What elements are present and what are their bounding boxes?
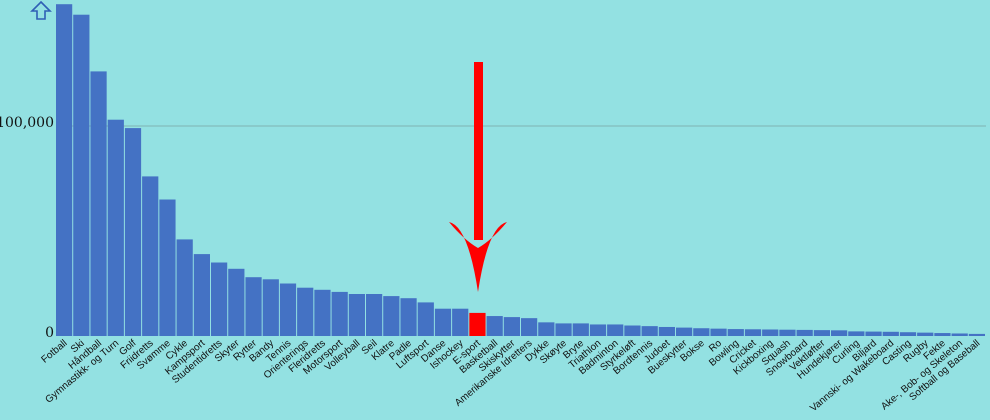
bar-28[interactable] (538, 322, 555, 336)
bar-9[interactable] (211, 262, 228, 337)
bar-15[interactable] (314, 289, 331, 336)
bar-39[interactable] (727, 329, 744, 336)
bar-10[interactable] (228, 268, 245, 336)
bar-35[interactable] (658, 326, 675, 336)
bar-29[interactable] (555, 323, 572, 336)
bar-37[interactable] (693, 328, 710, 336)
bar-4[interactable] (124, 128, 142, 336)
bar-8[interactable] (193, 254, 210, 336)
bar-14[interactable] (297, 287, 314, 336)
bar-22[interactable] (434, 308, 452, 336)
bar-5[interactable] (142, 176, 159, 336)
bar-53[interactable] (968, 333, 985, 336)
up-arrow-outline-icon[interactable] (30, 0, 52, 20)
bar-48[interactable] (882, 331, 899, 336)
bar-50[interactable] (917, 332, 934, 336)
y-tick-label-0: 0 (45, 325, 54, 341)
bar-2[interactable] (90, 71, 107, 337)
bar-24[interactable] (469, 312, 486, 336)
bar-0[interactable] (56, 4, 73, 336)
bar-42[interactable] (779, 329, 796, 336)
bar-27[interactable] (521, 318, 538, 336)
bar-20[interactable] (400, 298, 417, 336)
bar-23[interactable] (452, 308, 469, 336)
bar-49[interactable] (899, 332, 917, 336)
bar-47[interactable] (865, 331, 882, 336)
bar-45[interactable] (831, 330, 848, 336)
bar-51[interactable] (934, 333, 951, 336)
bars (56, 4, 985, 337)
bar-36[interactable] (676, 327, 693, 336)
bar-16[interactable] (331, 291, 348, 336)
bar-25[interactable] (486, 316, 503, 336)
bar-26[interactable] (503, 317, 520, 336)
bar-31[interactable] (589, 324, 607, 336)
bar-12[interactable] (262, 279, 279, 336)
bar-32[interactable] (607, 324, 624, 336)
bar-1[interactable] (73, 14, 90, 336)
bar-13[interactable] (279, 283, 297, 337)
bar-11[interactable] (245, 277, 262, 336)
y-tick-label-1: 100,000 (0, 115, 54, 131)
bar-33[interactable] (624, 325, 641, 337)
bar-21[interactable] (417, 302, 434, 336)
red-down-arrow-icon (449, 62, 507, 292)
bar-46[interactable] (848, 331, 865, 336)
bar-44[interactable] (813, 330, 830, 336)
y-axis-ticks: 0 100,000 (0, 115, 54, 341)
bar-18[interactable] (366, 294, 383, 336)
bar-43[interactable] (796, 329, 813, 336)
bar-52[interactable] (951, 333, 968, 336)
bar-30[interactable] (572, 323, 589, 336)
bar-6[interactable] (159, 199, 176, 337)
bar-7[interactable] (176, 239, 193, 336)
bar-41[interactable] (762, 329, 779, 336)
x-tick-label-0: Fotball (39, 338, 69, 366)
bar-3[interactable] (107, 119, 124, 336)
bar-34[interactable] (641, 326, 658, 336)
bar-17[interactable] (348, 294, 365, 336)
bar-38[interactable] (710, 328, 727, 336)
bar-40[interactable] (744, 329, 762, 336)
bar-19[interactable] (383, 296, 400, 336)
